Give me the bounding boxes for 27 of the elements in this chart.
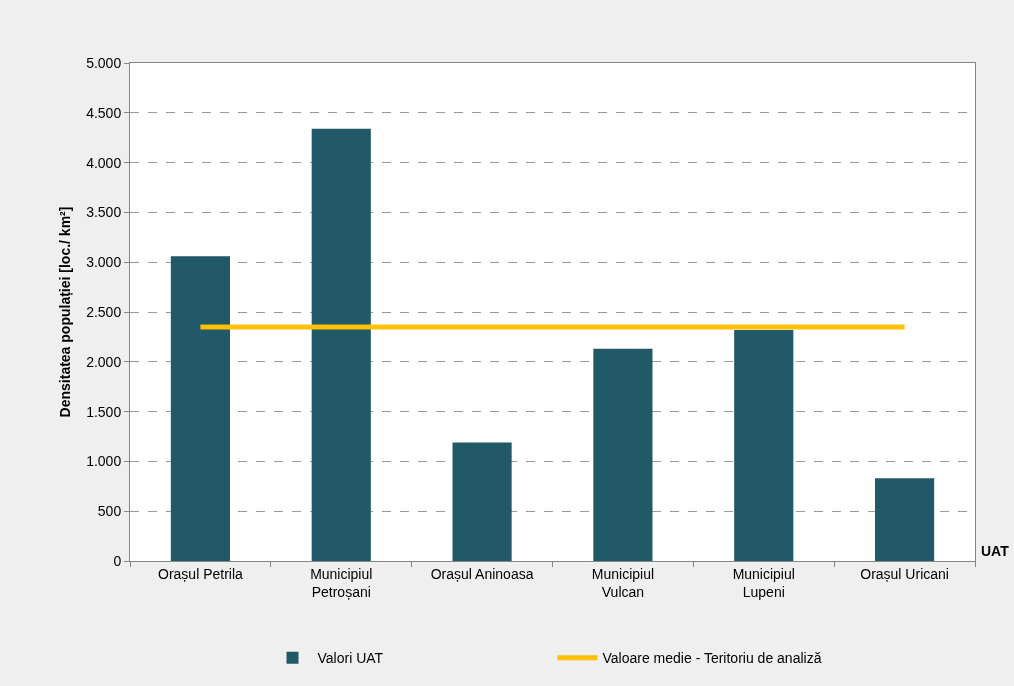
x-axis-title: UAT: [981, 543, 1010, 559]
legend-label: Valori UAT: [317, 650, 384, 667]
x-tick-label: Municipiul Lupeni: [732, 565, 795, 600]
y-tick-label: 4.000: [86, 154, 122, 171]
y-axis-title: Densitatea populației [loc./ km²]: [56, 206, 73, 418]
y-tick-label: 1.000: [86, 453, 122, 470]
y-tick-label: 4.500: [86, 104, 122, 121]
x-tick-label: Orașul Uricani: [860, 565, 949, 582]
bar: [311, 128, 371, 561]
y-tick-label: 0: [113, 552, 122, 569]
y-tick-label: 3.000: [86, 254, 122, 271]
y-tick-label: 1.500: [86, 403, 122, 420]
x-tick-label: Orașul Petrila: [158, 565, 244, 582]
bar: [734, 329, 794, 561]
bar: [875, 478, 935, 561]
y-tick-label: 3.500: [86, 204, 122, 221]
bar: [452, 442, 512, 561]
x-tick-label: Municipiul Petroșani: [310, 565, 373, 600]
y-tick-label: 2.500: [86, 303, 122, 320]
legend-label: Valoare medie - Teritoriu de analiză: [602, 650, 822, 667]
y-tick-label: 500: [97, 503, 122, 520]
x-tick-label: Orașul Aninoasa: [430, 565, 534, 582]
x-tick-label: Municipiul Vulcan: [591, 565, 655, 600]
bar: [593, 348, 653, 561]
y-tick-label: 2.000: [86, 353, 122, 370]
y-tick-label: 5.000: [86, 54, 122, 71]
bar: [170, 256, 230, 561]
